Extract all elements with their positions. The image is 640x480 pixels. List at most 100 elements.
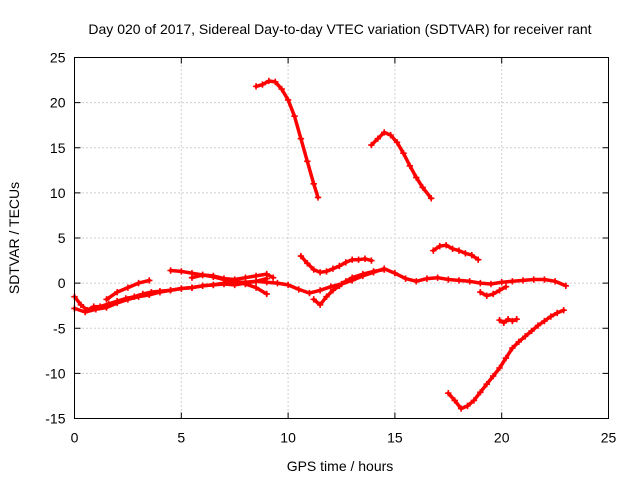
data-point bbox=[329, 265, 337, 272]
data-point bbox=[554, 309, 561, 317]
data-point bbox=[199, 271, 206, 279]
data-point bbox=[348, 274, 356, 281]
data-point bbox=[336, 262, 343, 270]
data-point bbox=[381, 266, 388, 273]
data-point bbox=[393, 139, 401, 146]
data-point bbox=[167, 267, 174, 274]
data-point bbox=[457, 405, 465, 412]
data-point bbox=[252, 284, 260, 291]
data-point bbox=[442, 242, 450, 249]
data-point bbox=[188, 284, 196, 291]
data-point bbox=[428, 195, 435, 202]
data-point bbox=[498, 279, 505, 286]
y-tick-label: -15 bbox=[45, 411, 65, 427]
data-point bbox=[259, 81, 266, 88]
data-point bbox=[509, 344, 516, 352]
data-point bbox=[310, 296, 317, 303]
data-point bbox=[124, 284, 132, 291]
data-point bbox=[323, 268, 330, 275]
data-point bbox=[178, 268, 185, 275]
data-point bbox=[92, 306, 100, 313]
data-point bbox=[210, 281, 217, 289]
data-point bbox=[445, 276, 452, 283]
data-point bbox=[252, 83, 260, 90]
data-point bbox=[114, 299, 121, 307]
y-axis-label: SDTVAR / TECUs bbox=[6, 182, 22, 294]
x-tick-label: 15 bbox=[387, 430, 403, 446]
data-point bbox=[562, 282, 569, 290]
data-point bbox=[263, 270, 270, 278]
data-point bbox=[146, 291, 153, 299]
data-point bbox=[455, 277, 463, 284]
y-tick-label: 15 bbox=[50, 140, 66, 156]
data-point bbox=[316, 301, 324, 308]
data-point bbox=[342, 278, 349, 285]
data-point bbox=[406, 162, 414, 169]
series-arc-13 bbox=[445, 307, 567, 412]
data-point bbox=[329, 287, 337, 294]
data-point bbox=[423, 275, 431, 282]
data-point bbox=[156, 288, 164, 296]
data-point bbox=[310, 180, 317, 188]
data-point bbox=[504, 316, 512, 323]
data-point bbox=[355, 256, 362, 263]
data-point bbox=[291, 112, 298, 120]
x-tick-label: 5 bbox=[177, 430, 185, 446]
data-point bbox=[81, 308, 89, 316]
data-point bbox=[430, 247, 437, 254]
data-point bbox=[413, 174, 420, 181]
data-point bbox=[489, 372, 497, 380]
data-point bbox=[464, 402, 471, 410]
y-tick-label: 10 bbox=[50, 185, 66, 201]
data-point bbox=[477, 389, 484, 396]
data-point bbox=[519, 277, 527, 284]
data-point bbox=[265, 77, 273, 85]
series-arc-8 bbox=[310, 266, 388, 308]
data-point bbox=[413, 278, 420, 285]
data-point bbox=[547, 313, 555, 320]
data-point bbox=[477, 288, 484, 296]
data-point bbox=[263, 290, 270, 298]
data-point bbox=[470, 397, 478, 404]
data-point bbox=[477, 279, 484, 287]
y-tick-label: 25 bbox=[50, 50, 66, 66]
data-point bbox=[252, 272, 260, 280]
series-trace bbox=[311, 267, 386, 307]
y-tick-label: -10 bbox=[45, 365, 65, 381]
data-point bbox=[146, 277, 153, 284]
x-tick-label: 20 bbox=[494, 430, 510, 446]
x-tick-label: 0 bbox=[71, 430, 79, 446]
series-arc-9 bbox=[368, 129, 435, 202]
data-point bbox=[419, 184, 426, 191]
data-point bbox=[314, 194, 322, 201]
data-point bbox=[400, 149, 407, 157]
data-point bbox=[530, 276, 537, 283]
data-point bbox=[359, 270, 367, 278]
data-point bbox=[500, 319, 508, 327]
data-point bbox=[327, 283, 335, 290]
data-point bbox=[513, 316, 520, 323]
data-point bbox=[402, 275, 409, 282]
data-point bbox=[521, 333, 529, 340]
data-point bbox=[272, 78, 279, 86]
data-point bbox=[114, 288, 121, 296]
series-arc-3 bbox=[103, 277, 153, 303]
data-point bbox=[368, 257, 375, 264]
data-point bbox=[496, 316, 503, 324]
y-tick-label: -5 bbox=[53, 320, 66, 336]
data-point bbox=[361, 255, 369, 262]
series-arc-10 bbox=[430, 242, 482, 263]
data-point bbox=[242, 274, 249, 281]
data-point bbox=[77, 301, 85, 308]
data-point bbox=[306, 289, 313, 297]
data-point bbox=[387, 131, 394, 139]
data-point bbox=[336, 282, 343, 290]
data-point bbox=[515, 338, 522, 345]
data-point bbox=[509, 317, 516, 325]
data-point bbox=[560, 307, 567, 314]
data-point bbox=[475, 256, 482, 263]
data-point bbox=[342, 259, 349, 266]
data-point bbox=[242, 280, 249, 288]
data-point bbox=[483, 292, 490, 299]
